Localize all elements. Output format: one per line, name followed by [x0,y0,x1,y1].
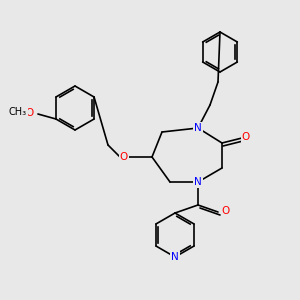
Text: O: O [120,152,128,162]
Text: O: O [222,206,230,216]
Text: N: N [194,123,202,133]
Text: N: N [194,177,202,187]
Text: CH₃: CH₃ [9,107,27,117]
Text: O: O [26,108,34,118]
Text: N: N [171,252,179,262]
Text: O: O [242,132,250,142]
